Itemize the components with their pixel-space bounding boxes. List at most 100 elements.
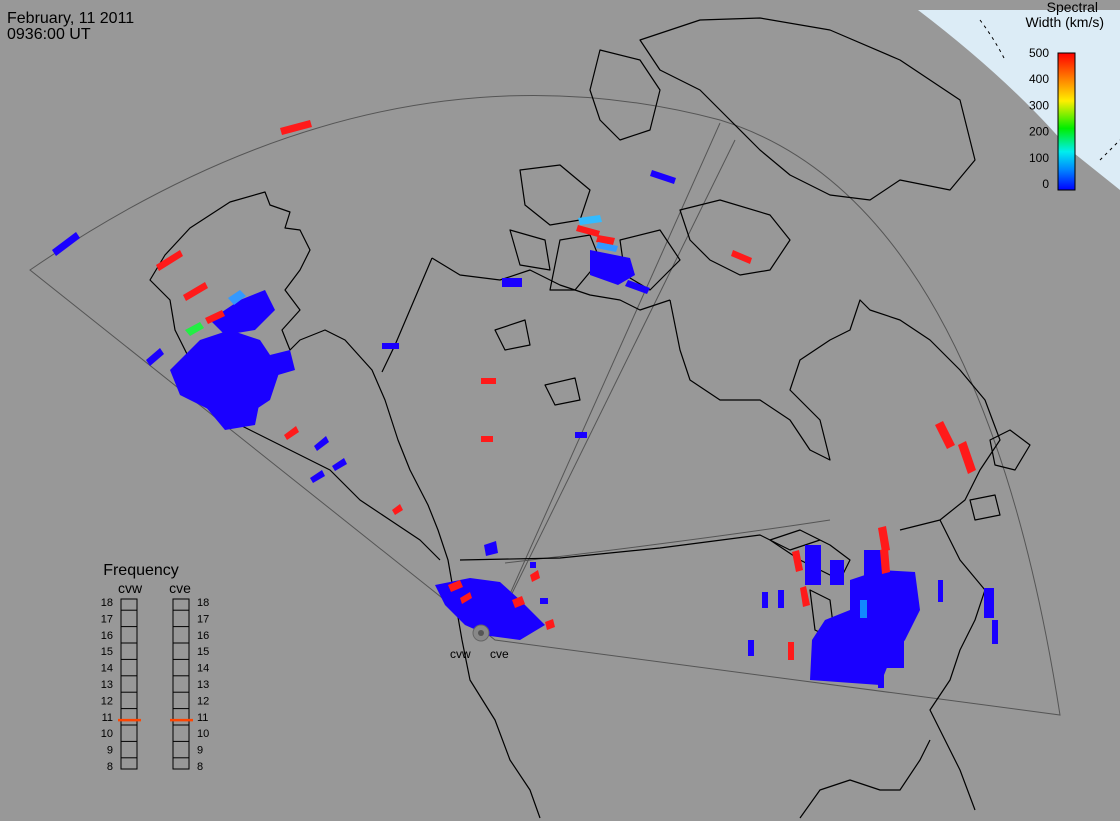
echo-segment <box>731 250 752 264</box>
latitude-dashed-line <box>979 19 1006 61</box>
echo-cell <box>788 642 794 660</box>
colorbar-title-line2: Width (km/s) <box>1025 14 1104 30</box>
frequency-scale-label-cvw: 9 <box>107 745 113 757</box>
frequency-scale-label-cvw: 16 <box>101 630 113 642</box>
latitude-dashed-line <box>1099 139 1120 161</box>
echo-cell <box>530 562 536 568</box>
frequency-title: Frequency <box>103 562 179 579</box>
frequency-scale-label-cve: 9 <box>197 745 203 757</box>
echo-cell <box>625 280 650 294</box>
echo-segment <box>183 282 208 301</box>
radar-field-of-view <box>29 95 1061 716</box>
echo-cell <box>435 578 545 640</box>
colorbar-tick-label: 500 <box>1029 46 1049 60</box>
echo-cell <box>864 550 884 580</box>
frequency-scale-label-cve: 16 <box>197 630 209 642</box>
frequency-scale-label-cve: 17 <box>197 613 209 625</box>
echo-cell <box>938 580 943 602</box>
polar-cap-region <box>918 10 1120 190</box>
frequency-column-cvw <box>120 598 138 770</box>
echo-cell <box>878 526 890 552</box>
echo-segment <box>502 278 522 287</box>
colorbar-title-line1: Spectral <box>1047 0 1098 15</box>
echo-cell <box>762 592 768 608</box>
echo-segment <box>650 170 676 184</box>
frequency-scale-label-cvw: 8 <box>107 761 113 773</box>
echo-cell <box>596 235 615 245</box>
echo-segment <box>958 441 976 474</box>
echo-segment <box>332 458 347 471</box>
echo-cell <box>185 322 204 336</box>
echo-segment <box>280 120 312 135</box>
echo-cell <box>210 290 275 335</box>
echo-segment <box>575 432 587 438</box>
echo-cell <box>748 640 754 656</box>
frequency-panel: Frequency cvw cve 18 18 17 17 16 16 15 15 14 14 13… <box>101 562 210 773</box>
echo-cell <box>886 640 904 668</box>
frequency-radar-cve: cve <box>169 580 191 596</box>
colorbar-tick-label: 300 <box>1029 98 1049 112</box>
echo-cell <box>596 242 618 252</box>
echo-segment <box>481 436 493 442</box>
frequency-scale-label-cve: 10 <box>197 728 209 740</box>
frequency-scale-label-cvw: 18 <box>101 597 113 609</box>
echo-cell <box>484 541 498 556</box>
echo-cell <box>880 548 890 574</box>
echo-cell <box>805 545 821 585</box>
frequency-scale-label-cvw: 17 <box>101 613 113 625</box>
frequency-scale-label-cve: 18 <box>197 597 209 609</box>
echo-cell <box>228 290 246 305</box>
echo-cell <box>448 580 463 592</box>
echo-cell <box>530 570 540 582</box>
echo-cell <box>578 215 602 225</box>
echo-cell <box>778 590 784 608</box>
frequency-scale-label-cve: 13 <box>197 679 209 691</box>
echo-segment <box>392 504 403 515</box>
echo-segment <box>310 470 325 483</box>
frequency-scale-label-cve: 12 <box>197 695 209 707</box>
echo-segment <box>146 348 164 366</box>
colorbar-tick-label: 100 <box>1029 151 1049 165</box>
frequency-scale-label-cvw: 15 <box>101 646 113 658</box>
echo-segment <box>382 343 399 349</box>
echo-cell <box>200 390 260 430</box>
echo-cell <box>800 586 810 607</box>
site-label-cve: cve <box>490 647 509 661</box>
echo-cell <box>992 620 998 644</box>
frequency-scale-label-cvw: 12 <box>101 695 113 707</box>
echo-cell <box>460 592 472 604</box>
frequency-radar-cvw: cvw <box>118 580 143 596</box>
echo-segment <box>314 436 329 451</box>
echo-cell <box>860 600 867 618</box>
echo-cell <box>540 598 548 604</box>
echo-cell <box>512 596 525 608</box>
frequency-scale-label-cve: 11 <box>197 712 208 724</box>
echo-cell <box>205 310 225 324</box>
frequency-scale-label-cvw: 10 <box>101 728 113 740</box>
colorbar-tick-label: 400 <box>1029 72 1049 86</box>
timestamp-date: February, 11 2011 <box>7 10 135 27</box>
radar-site-center <box>478 630 484 636</box>
frequency-scale-label-cve: 15 <box>197 646 209 658</box>
frequency-scale-label-cvw: 11 <box>102 712 113 724</box>
frequency-scale-label-cvw: 13 <box>101 679 113 691</box>
radar-echoes <box>52 120 998 688</box>
echo-segment <box>156 250 183 271</box>
frequency-scale-label-cve: 8 <box>197 761 203 773</box>
frequency-scale-label-cve: 14 <box>197 663 209 675</box>
echo-cell <box>984 588 994 618</box>
frequency-scale-label-cvw: 14 <box>101 663 113 675</box>
echo-cell <box>590 250 635 285</box>
echo-cell <box>830 560 844 585</box>
coastlines <box>149 17 1031 819</box>
echo-cell <box>545 619 555 630</box>
echo-cell <box>576 225 600 237</box>
site-label-cvw: cvw <box>450 647 471 661</box>
echo-cell <box>878 668 884 688</box>
echo-segment <box>52 232 80 256</box>
colorbar-tick-label: 200 <box>1029 125 1049 139</box>
frequency-column-cve <box>172 598 190 770</box>
echo-segment <box>935 421 955 449</box>
